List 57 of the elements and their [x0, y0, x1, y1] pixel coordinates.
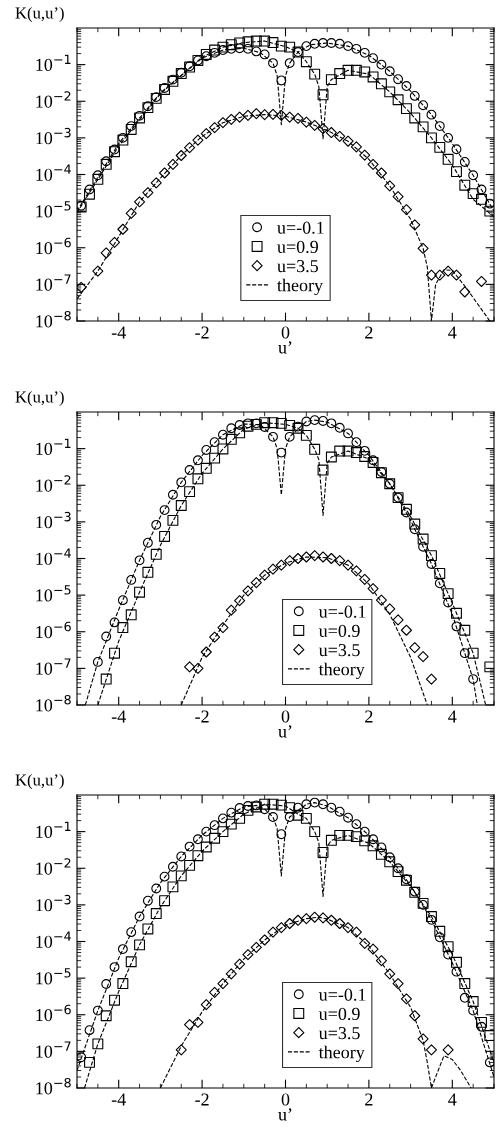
x-tick-label: -2 — [195, 1093, 209, 1106]
y-tick-label: 10$^{−4}$ — [36, 164, 71, 181]
y-tick-label: 10$^{−8}$ — [36, 1077, 71, 1095]
legend-label: u=-0.1 — [277, 221, 324, 234]
y-axis-title: K(u,u’) — [15, 6, 64, 22]
y-tick-label: 10$^{−3}$ — [36, 511, 71, 529]
y-tick-label: 10$^{−4}$ — [36, 931, 71, 948]
y-tick-label: 10$^{−3}$ — [36, 127, 71, 145]
x-tick-label: 2 — [365, 1093, 373, 1106]
y-tick-label: 10$^{−5}$ — [36, 585, 71, 602]
legend-label: u=0.9 — [318, 1007, 360, 1021]
y-tick-label: 10$^{−2}$ — [36, 91, 71, 108]
x-tick-label: 0 — [281, 326, 290, 339]
y-tick-label: 10$^{−1}$ — [36, 438, 71, 455]
x-tick-label: 4 — [448, 710, 457, 723]
legend-label: u=-0.1 — [318, 605, 366, 618]
x-axis-title: u’ — [278, 725, 292, 738]
y-tick-label: 10$^{−1}$ — [36, 54, 71, 71]
legend-label: u=0.9 — [318, 624, 360, 638]
y-tick-label: 10$^{−8}$ — [36, 310, 71, 328]
y-tick-label: 10$^{−5}$ — [36, 201, 71, 218]
x-tick-label: 4 — [448, 1093, 457, 1106]
y-tick-label: 10$^{−8}$ — [36, 694, 71, 712]
y-tick-label: 10$^{−7}$ — [36, 658, 71, 675]
x-tick-label: 2 — [365, 326, 373, 339]
y-tick-label: 10$^{−7}$ — [36, 274, 71, 291]
x-tick-label: -4 — [111, 710, 126, 723]
legend-label: u=3.5 — [277, 260, 319, 273]
x-tick-label: -4 — [111, 326, 126, 339]
legend-label: theory — [277, 278, 324, 296]
legend-label: theory — [318, 662, 365, 680]
y-tick-label: 10$^{−6}$ — [36, 237, 71, 255]
y-tick-label: 10$^{−4}$ — [36, 548, 71, 565]
y-tick-label: 10$^{−6}$ — [36, 621, 71, 639]
y-tick-label: 10$^{−2}$ — [36, 858, 71, 875]
y-tick-label: 10$^{−6}$ — [36, 1004, 71, 1022]
x-tick-label: -2 — [195, 326, 209, 339]
y-tick-label: 10$^{−7}$ — [36, 1041, 71, 1058]
y-axis-title: K(u,u’) — [15, 390, 64, 406]
x-tick-label: 2 — [365, 710, 373, 723]
x-tick-label: 4 — [448, 326, 457, 339]
x-tick-label: 0 — [281, 710, 290, 723]
legend-label: u=0.9 — [277, 240, 318, 254]
x-tick-label: 0 — [281, 1093, 290, 1106]
legend-label: u=-0.1 — [318, 988, 366, 1001]
x-axis-title: u’ — [278, 341, 292, 354]
x-axis-title: u’ — [278, 1108, 292, 1121]
x-tick-label: -2 — [195, 710, 209, 723]
x-tick-label: -4 — [111, 1093, 126, 1106]
y-tick-label: 10$^{−2}$ — [36, 475, 71, 492]
y-tick-label: 10$^{−5}$ — [36, 968, 71, 985]
legend-label: theory — [318, 1045, 365, 1063]
y-tick-label: 10$^{−3}$ — [36, 894, 71, 912]
legend-label: u=3.5 — [318, 644, 360, 657]
legend-label: u=3.5 — [318, 1027, 360, 1040]
y-tick-label: 10$^{−1}$ — [36, 821, 71, 838]
y-axis-title: K(u,u’) — [15, 773, 64, 789]
